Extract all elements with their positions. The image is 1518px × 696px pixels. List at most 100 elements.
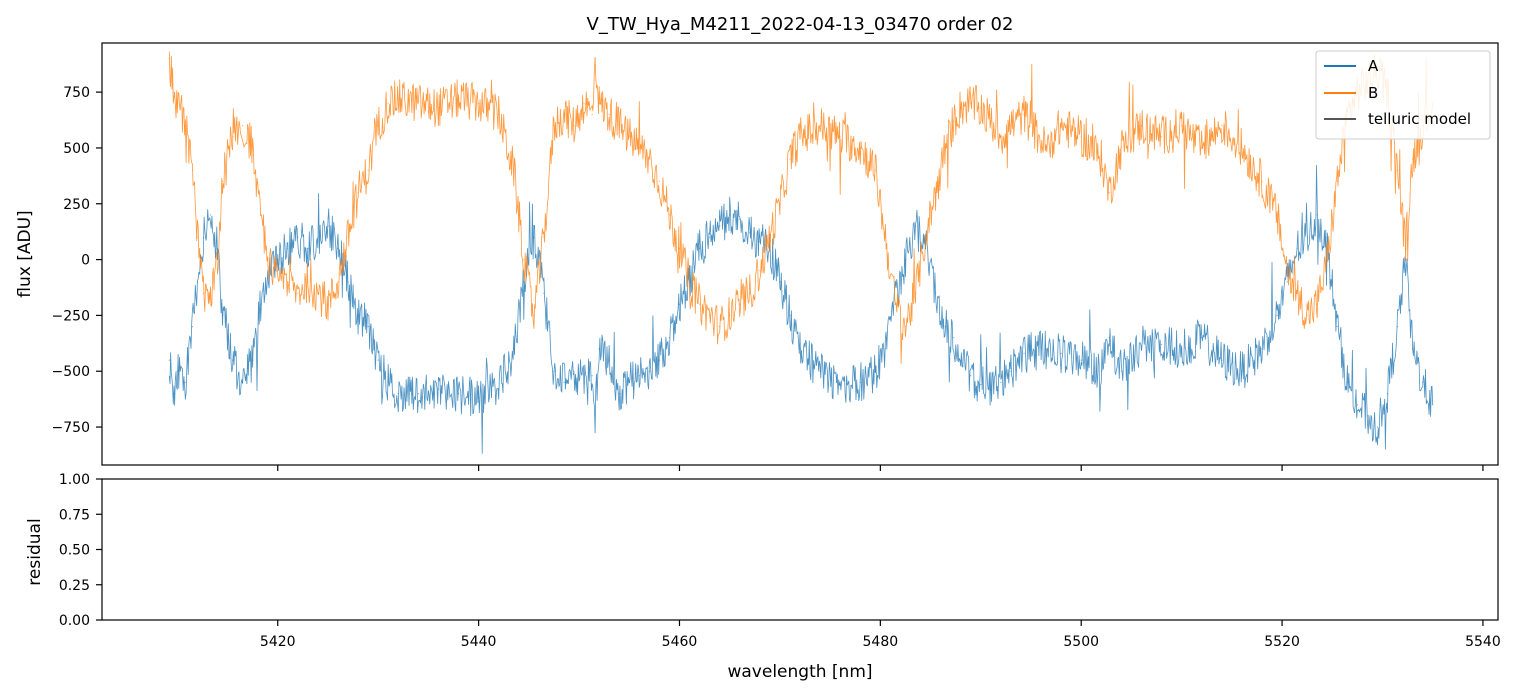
- series-point-b: [980, 107, 982, 109]
- series-point-a: [970, 375, 972, 377]
- bottom-y-tick-label-1: 0.25: [59, 578, 90, 594]
- series-point-a: [874, 370, 876, 372]
- series-point-b: [287, 281, 289, 283]
- series-point-b: [668, 214, 671, 216]
- top-y-tick-label-5: 500: [63, 141, 90, 157]
- series-point-a: [377, 359, 379, 361]
- legend-label-a: A: [1368, 57, 1379, 75]
- series-point-b: [523, 259, 525, 261]
- series-point-a: [904, 259, 907, 261]
- bottom-x-tick-label-5: 5520: [1264, 634, 1300, 650]
- series-point-a: [1221, 359, 1223, 361]
- series-point-a: [1276, 314, 1278, 316]
- series-point-a: [1080, 359, 1082, 361]
- series-point-a: [242, 381, 244, 383]
- series-point-a: [583, 381, 585, 383]
- series-point-a: [799, 348, 801, 350]
- series-point-b: [678, 247, 681, 249]
- series-point-b: [709, 314, 711, 316]
- series-point-b: [884, 236, 887, 238]
- series-point-a: [1108, 337, 1110, 339]
- series-point-b: [1261, 180, 1263, 182]
- series-point-a: [457, 393, 460, 395]
- series-point-b: [598, 102, 600, 104]
- series-point-b: [209, 303, 212, 305]
- series-point-a: [184, 381, 186, 383]
- series-point-b: [252, 147, 254, 149]
- series-point-a: [935, 292, 937, 294]
- series-point-b: [608, 113, 610, 115]
- series-point-a: [1023, 352, 1025, 354]
- series-point-a: [658, 359, 661, 361]
- series-point-a: [591, 375, 593, 377]
- bottom-plot-frame: [101, 478, 1499, 621]
- series-point-a: [232, 359, 234, 361]
- series-point-b: [202, 292, 204, 294]
- series-point-b: [789, 158, 791, 160]
- series-point-b: [819, 125, 821, 127]
- series-point-b: [945, 147, 947, 149]
- series-point-b: [638, 147, 640, 149]
- bottom-y-tick-label-3: 0.75: [59, 507, 90, 523]
- series-point-a: [668, 337, 671, 339]
- series-point-a: [945, 326, 947, 328]
- series-point-b: [1108, 192, 1110, 194]
- series-point-a: [1060, 352, 1062, 354]
- bottom-x-tick-label-1: 5440: [461, 634, 497, 650]
- series-point-b: [618, 125, 620, 127]
- series-point-a: [1336, 326, 1338, 328]
- top-y-tick-label-3: 0: [81, 253, 90, 269]
- series-point-a: [252, 359, 254, 361]
- series-point-a: [347, 281, 349, 283]
- series-point-b: [242, 125, 244, 127]
- series-point-b: [196, 236, 198, 238]
- series-line-a: [168, 165, 1434, 454]
- series-point-a: [1366, 415, 1368, 417]
- series-point-a: [176, 370, 178, 372]
- series-point-a: [884, 348, 887, 350]
- series-point-a: [638, 375, 640, 377]
- series-point-a: [990, 388, 992, 390]
- series-point-a: [980, 384, 982, 386]
- series-point-b: [347, 236, 349, 238]
- x-axis-label: wavelength [nm]: [727, 662, 872, 682]
- series-point-a: [1181, 348, 1183, 350]
- series-point-a: [1376, 426, 1379, 428]
- series-point-a: [1356, 404, 1358, 406]
- series-point-b: [221, 180, 224, 182]
- top-plot-area: [168, 51, 1434, 454]
- bottom-axis-ticks: 5420 5440 5460 5480 5500 5520 5540 0.00 0.25 0.50…: [59, 472, 1501, 650]
- series-point-a: [1397, 326, 1399, 328]
- bottom-y-axis-label: residual: [25, 518, 45, 585]
- series-point-a: [287, 247, 289, 249]
- series-point-a: [789, 314, 791, 316]
- series-point-b: [1316, 303, 1318, 305]
- series-point-a: [202, 236, 204, 238]
- series-point-a: [1316, 214, 1318, 216]
- series-point-b: [543, 236, 545, 238]
- series-point-a: [1422, 381, 1424, 383]
- series-point-a: [628, 381, 630, 383]
- series-point-b: [533, 314, 535, 316]
- series-point-b: [277, 270, 279, 272]
- series-point-b: [498, 113, 500, 115]
- series-point-b: [904, 326, 907, 328]
- series-point-a: [563, 381, 565, 383]
- series-point-b: [172, 91, 174, 93]
- series-point-b: [1296, 292, 1298, 294]
- bottom-y-tick-label-0: 0.00: [59, 613, 90, 629]
- chart-title: V_TW_Hya_M4211_2022-04-13_03470 order 02: [587, 14, 1014, 35]
- series-point-a: [553, 370, 555, 372]
- series-point-a: [307, 247, 309, 249]
- series-point-b: [387, 102, 389, 104]
- series-point-b: [1023, 113, 1025, 115]
- legend-label-b: B: [1368, 84, 1378, 102]
- series-point-a: [819, 370, 821, 372]
- legend-box: [1315, 50, 1491, 140]
- top-axis-ticks: −750 −500 −250 0 250 500 750: [52, 85, 1484, 471]
- series-point-b: [478, 102, 480, 104]
- series-point-a: [608, 359, 610, 361]
- series-point-a: [1000, 381, 1002, 383]
- series-point-a: [1346, 381, 1348, 383]
- series-point-b: [1412, 158, 1414, 160]
